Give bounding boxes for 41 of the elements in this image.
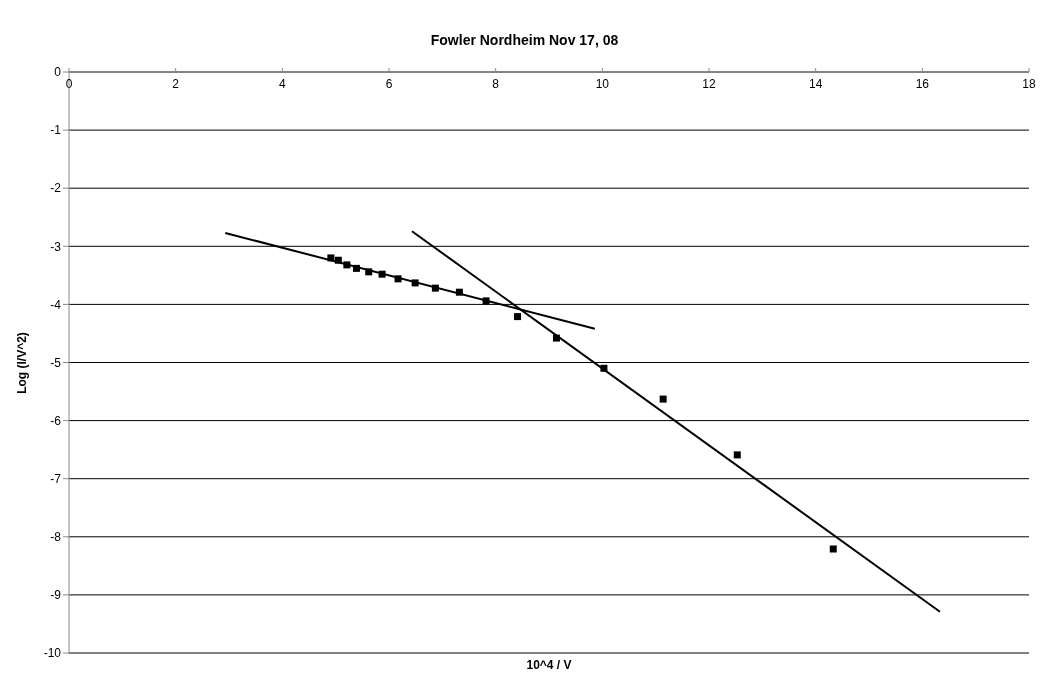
point — [365, 268, 373, 276]
y-tick-label: -10 — [43, 646, 62, 661]
point — [378, 270, 386, 278]
y-tick-label: -2 — [50, 181, 62, 196]
point — [829, 545, 837, 553]
y-tick-label: -8 — [50, 530, 62, 545]
chart-title: Fowler Nordheim Nov 17, 08 — [429, 32, 620, 48]
y-tick-label: -6 — [50, 413, 62, 428]
x-tick-label: 4 — [278, 77, 286, 91]
point — [352, 264, 360, 272]
point — [455, 288, 463, 296]
x-tick-label: 12 — [702, 77, 716, 91]
x-axis-title: 10^4 / V — [525, 658, 573, 672]
point — [411, 279, 419, 287]
y-tick-label: 0 — [54, 65, 62, 80]
point — [600, 364, 608, 372]
y-tick-label: -3 — [50, 239, 62, 254]
x-tick-label: 8 — [492, 77, 500, 91]
y-tick-label: -9 — [50, 588, 62, 603]
x-tick-label: 18 — [1022, 77, 1036, 91]
x-tick-label: 6 — [385, 77, 393, 91]
y-tick-label: -4 — [50, 297, 62, 312]
point — [482, 297, 490, 305]
point — [334, 256, 342, 264]
x-tick-label: 2 — [172, 77, 180, 91]
y-tick-label: -5 — [50, 355, 62, 370]
point — [327, 254, 335, 262]
point — [659, 395, 667, 403]
point — [343, 261, 351, 269]
x-tick-label: 16 — [915, 77, 930, 91]
point — [552, 334, 560, 342]
point — [431, 284, 439, 292]
point — [733, 451, 741, 459]
y-tick-label: -7 — [50, 471, 62, 486]
point — [394, 275, 402, 283]
y-axis-title: Log (I/V^2) — [15, 332, 29, 394]
x-tick-label: 0 — [65, 77, 73, 91]
x-tick-label: 14 — [808, 77, 823, 91]
x-tick-label: 10 — [595, 77, 610, 91]
y-tick-label: -1 — [50, 123, 62, 138]
point — [514, 313, 522, 321]
